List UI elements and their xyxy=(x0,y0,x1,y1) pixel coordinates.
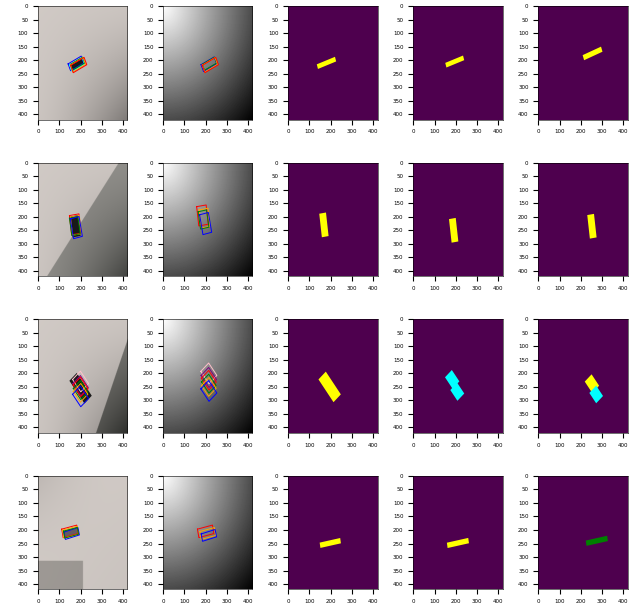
Polygon shape xyxy=(70,58,84,71)
Polygon shape xyxy=(447,538,469,548)
Polygon shape xyxy=(63,527,79,538)
Polygon shape xyxy=(590,386,603,403)
Polygon shape xyxy=(320,212,328,237)
Polygon shape xyxy=(445,55,464,68)
Polygon shape xyxy=(445,370,460,389)
Polygon shape xyxy=(583,47,602,60)
Polygon shape xyxy=(318,371,341,402)
Polygon shape xyxy=(320,538,341,548)
Polygon shape xyxy=(449,218,458,243)
Polygon shape xyxy=(317,57,336,69)
Polygon shape xyxy=(586,536,608,546)
Polygon shape xyxy=(70,215,81,238)
Polygon shape xyxy=(69,373,92,403)
Polygon shape xyxy=(587,214,597,239)
Polygon shape xyxy=(585,375,599,393)
Polygon shape xyxy=(450,383,464,401)
